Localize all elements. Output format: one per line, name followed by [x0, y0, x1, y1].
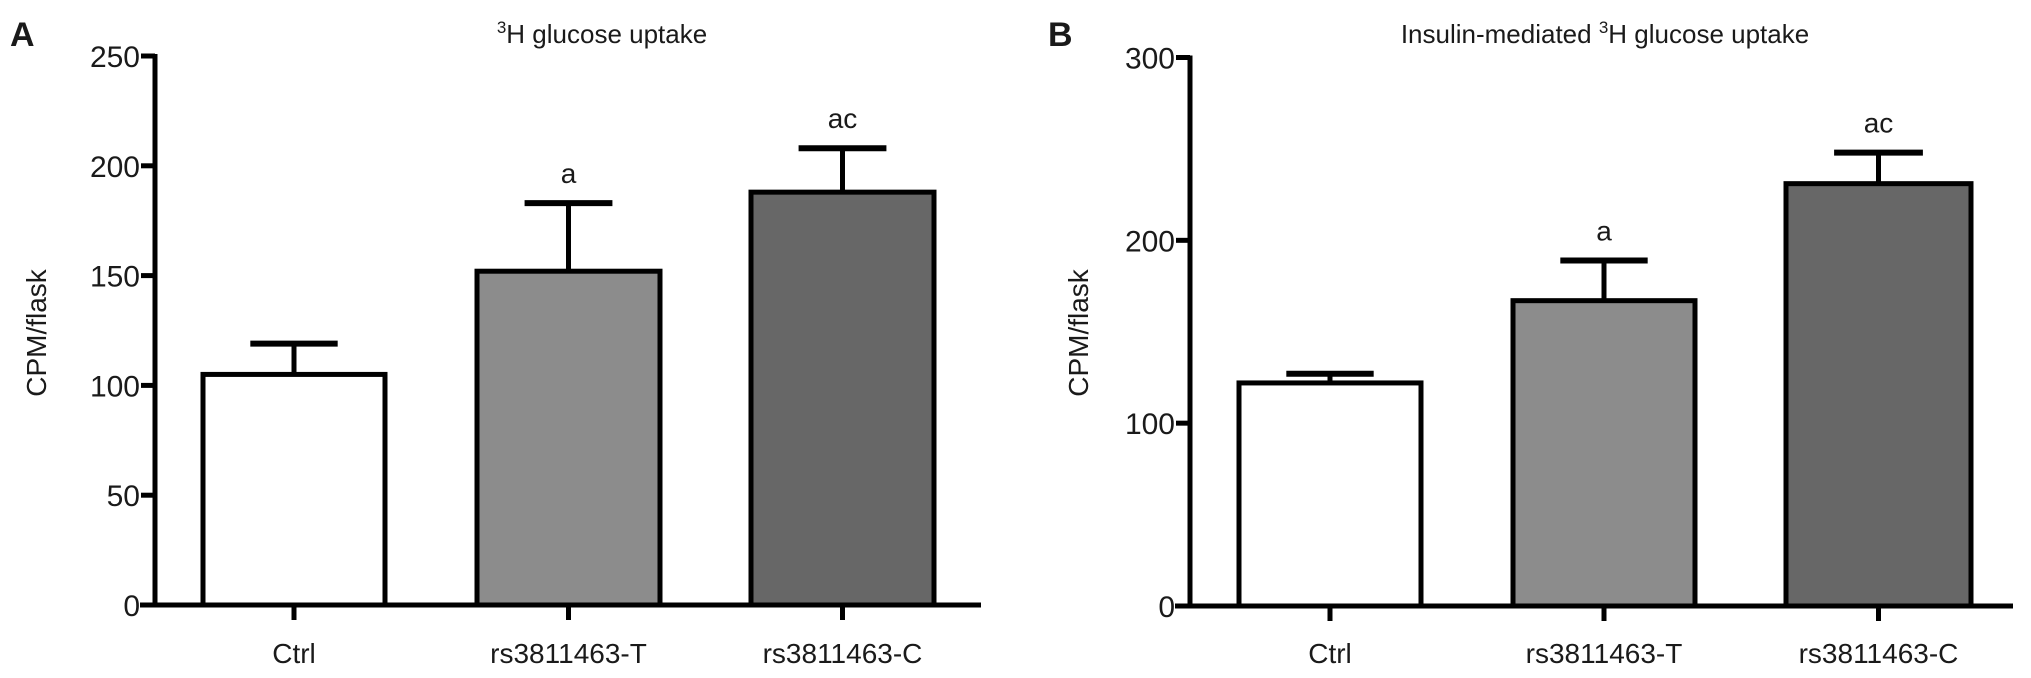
bar-rs3811463-c	[1783, 181, 1974, 609]
significance-label: ac	[828, 103, 858, 134]
y-tick-label: 100	[1125, 408, 1175, 441]
y-tick-label: 100	[90, 370, 140, 403]
panel-label: A	[10, 16, 35, 54]
y-axis-label: CPM/flask	[21, 268, 52, 397]
bar-rs3811463-t	[1510, 298, 1698, 609]
y-tick-label: 50	[107, 480, 140, 513]
title-superscript: 3	[497, 18, 506, 37]
y-tick-label: 200	[1125, 225, 1175, 258]
significance-label: ac	[1864, 108, 1894, 139]
chart-title: Insulin-mediated 3H glucose uptake	[1401, 18, 1809, 49]
y-tick-label: 200	[90, 151, 140, 184]
y-axis-label: CPM/flask	[1063, 268, 1094, 397]
x-tick-label: Ctrl	[1308, 638, 1352, 669]
y-tick-label: 0	[1158, 591, 1175, 624]
title-prefix: Insulin-mediated	[1401, 19, 1599, 49]
panel-label: B	[1048, 16, 1073, 54]
x-tick-label: rs3811463-T	[490, 638, 647, 669]
bar-rs3811463-c	[748, 189, 937, 608]
significance-label: a	[1596, 215, 1612, 246]
title-superscript: 3	[1599, 18, 1608, 37]
chart-title: 3H glucose uptake	[497, 18, 707, 49]
y-tick-label: 250	[90, 41, 140, 74]
x-tick-label: Ctrl	[272, 638, 316, 669]
y-tick-label: 150	[90, 261, 140, 294]
x-tick-label: rs3811463-C	[1799, 638, 1959, 669]
title-suffix: H glucose uptake	[1608, 19, 1809, 49]
bar-rs3811463-t	[474, 268, 663, 608]
x-tick-label: rs3811463-T	[1526, 638, 1683, 669]
significance-label: a	[561, 158, 577, 189]
title-suffix: H glucose uptake	[506, 19, 707, 49]
bar-ctrl	[1236, 380, 1424, 609]
y-tick-label: 0	[123, 590, 140, 623]
panel-b: B Insulin-mediated 3H glucose uptake CPM/f…	[1048, 16, 2013, 669]
x-tick-label: rs3811463-C	[763, 638, 923, 669]
bar-ctrl	[200, 371, 388, 608]
panel-a: A 3H glucose uptake CPM/flask Ctrl a rs381146…	[10, 16, 981, 669]
y-tick-label: 300	[1125, 43, 1175, 76]
